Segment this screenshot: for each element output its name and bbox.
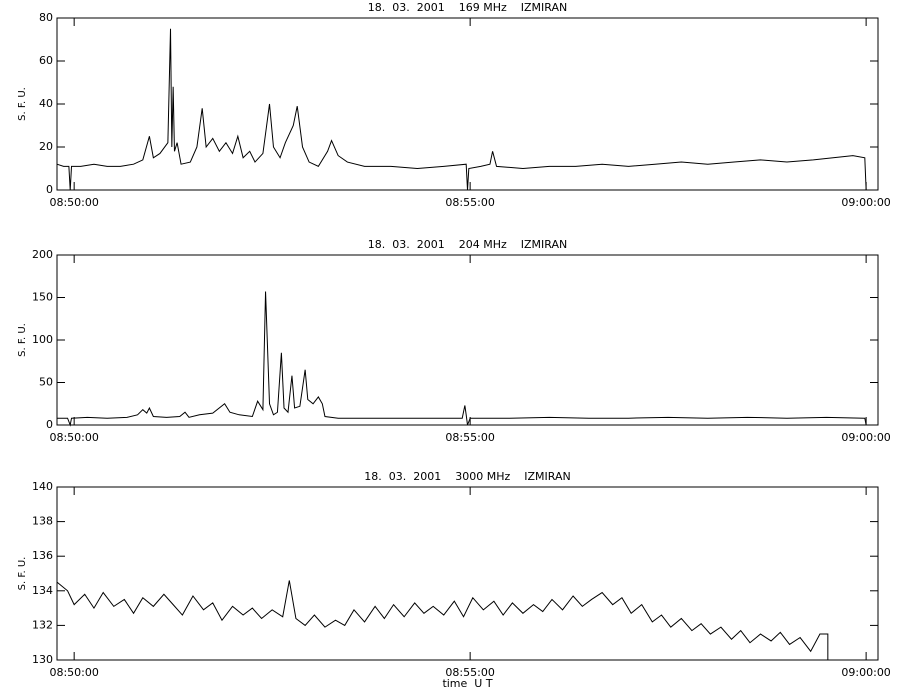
y-tick-label: 132 [32,618,53,631]
y-tick-label: 50 [39,376,53,389]
plot-frame [56,486,879,661]
data-line [56,28,867,191]
data-line [56,580,829,660]
y-tick-label: 138 [32,515,53,528]
y-tick-label: 0 [46,183,53,196]
plot-frame [56,17,879,191]
x-tick-label: 09:00:00 [841,666,890,679]
x-axis-label: time U T [442,677,492,690]
y-tick-label: 60 [39,54,53,67]
plot-frame [56,254,879,426]
panel-title: 18. 03. 2001 169 MHz IZMIRAN [368,1,567,14]
y-axis-label: S. F. U. [17,323,28,357]
panel-title: 18. 03. 2001 3000 MHz IZMIRAN [364,470,570,483]
panel-title: 18. 03. 2001 204 MHz IZMIRAN [368,238,567,251]
x-tick-label: 08:55:00 [445,196,494,209]
y-axis-label: S. F. U. [17,87,28,121]
y-tick-label: 0 [46,418,53,431]
x-tick-label: 08:50:00 [49,431,98,444]
y-tick-label: 140 [32,480,53,493]
y-tick-label: 150 [32,291,53,304]
y-tick-label: 20 [39,140,53,153]
x-tick-label: 08:55:00 [445,431,494,444]
x-tick-label: 09:00:00 [841,431,890,444]
y-tick-label: 130 [32,653,53,666]
y-tick-label: 80 [39,11,53,24]
y-tick-label: 40 [39,97,53,110]
y-axis-label: S. F. U. [17,557,28,591]
x-tick-label: 08:50:00 [49,666,98,679]
y-tick-label: 136 [32,549,53,562]
y-tick-label: 100 [32,333,53,346]
y-tick-label: 134 [32,584,53,597]
x-tick-label: 09:00:00 [841,196,890,209]
data-line [57,291,867,427]
y-tick-label: 200 [32,248,53,261]
x-tick-label: 08:55:00 [445,666,494,679]
x-tick-label: 08:50:00 [49,196,98,209]
